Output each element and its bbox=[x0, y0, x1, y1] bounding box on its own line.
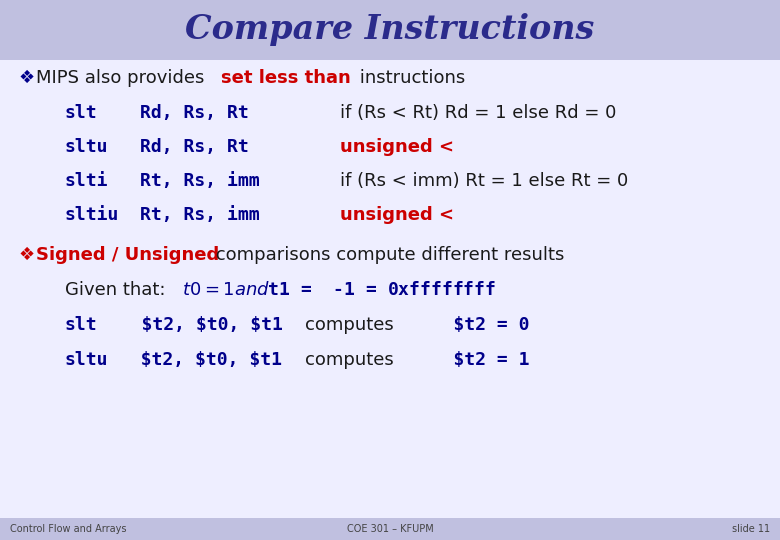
Text: $t0 = 1 and $t1 =  -1 = 0xffffffff: $t0 = 1 and $t1 = -1 = 0xffffffff bbox=[182, 281, 496, 299]
Text: slide 11: slide 11 bbox=[732, 524, 770, 534]
Text: $t2 = 0: $t2 = 0 bbox=[399, 316, 530, 334]
Text: ❖: ❖ bbox=[18, 246, 34, 264]
Text: ❖: ❖ bbox=[18, 69, 34, 87]
Bar bbox=[0, 518, 780, 540]
Text: $t2, $t0, $t1: $t2, $t0, $t1 bbox=[108, 351, 282, 369]
Text: computes: computes bbox=[282, 316, 394, 334]
Text: Control Flow and Arrays: Control Flow and Arrays bbox=[10, 524, 126, 534]
Text: instructions: instructions bbox=[354, 69, 466, 87]
Text: computes: computes bbox=[282, 351, 394, 369]
Text: if (Rs < Rt) Rd = 1 else Rd = 0: if (Rs < Rt) Rd = 1 else Rd = 0 bbox=[340, 104, 616, 122]
Text: unsigned <: unsigned < bbox=[340, 206, 454, 224]
Text: Rt, Rs, imm: Rt, Rs, imm bbox=[140, 172, 260, 190]
Text: Rd, Rs, Rt: Rd, Rs, Rt bbox=[140, 104, 249, 122]
Text: sltu: sltu bbox=[65, 351, 108, 369]
Text: if (Rs < imm) Rt = 1 else Rt = 0: if (Rs < imm) Rt = 1 else Rt = 0 bbox=[340, 172, 628, 190]
Text: slt: slt bbox=[65, 104, 98, 122]
Text: $t2 = 1: $t2 = 1 bbox=[399, 351, 530, 369]
Text: unsigned <: unsigned < bbox=[340, 138, 454, 156]
Text: Rt, Rs, imm: Rt, Rs, imm bbox=[140, 206, 260, 224]
Text: Rd, Rs, Rt: Rd, Rs, Rt bbox=[140, 138, 249, 156]
Text: sltiu: sltiu bbox=[65, 206, 119, 224]
Text: Signed / Unsigned: Signed / Unsigned bbox=[36, 246, 219, 264]
Text: $t2, $t0, $t1: $t2, $t0, $t1 bbox=[98, 316, 282, 334]
Text: slt: slt bbox=[65, 316, 98, 334]
Text: Compare Instructions: Compare Instructions bbox=[186, 14, 594, 46]
Text: comparisons compute different results: comparisons compute different results bbox=[210, 246, 565, 264]
Text: set less than: set less than bbox=[222, 69, 351, 87]
Text: slti: slti bbox=[65, 172, 108, 190]
Text: sltu: sltu bbox=[65, 138, 108, 156]
Text: COE 301 – KFUPM: COE 301 – KFUPM bbox=[346, 524, 434, 534]
Text: MIPS also provides: MIPS also provides bbox=[36, 69, 210, 87]
Bar bbox=[0, 0, 780, 60]
Text: Given that:: Given that: bbox=[65, 281, 172, 299]
